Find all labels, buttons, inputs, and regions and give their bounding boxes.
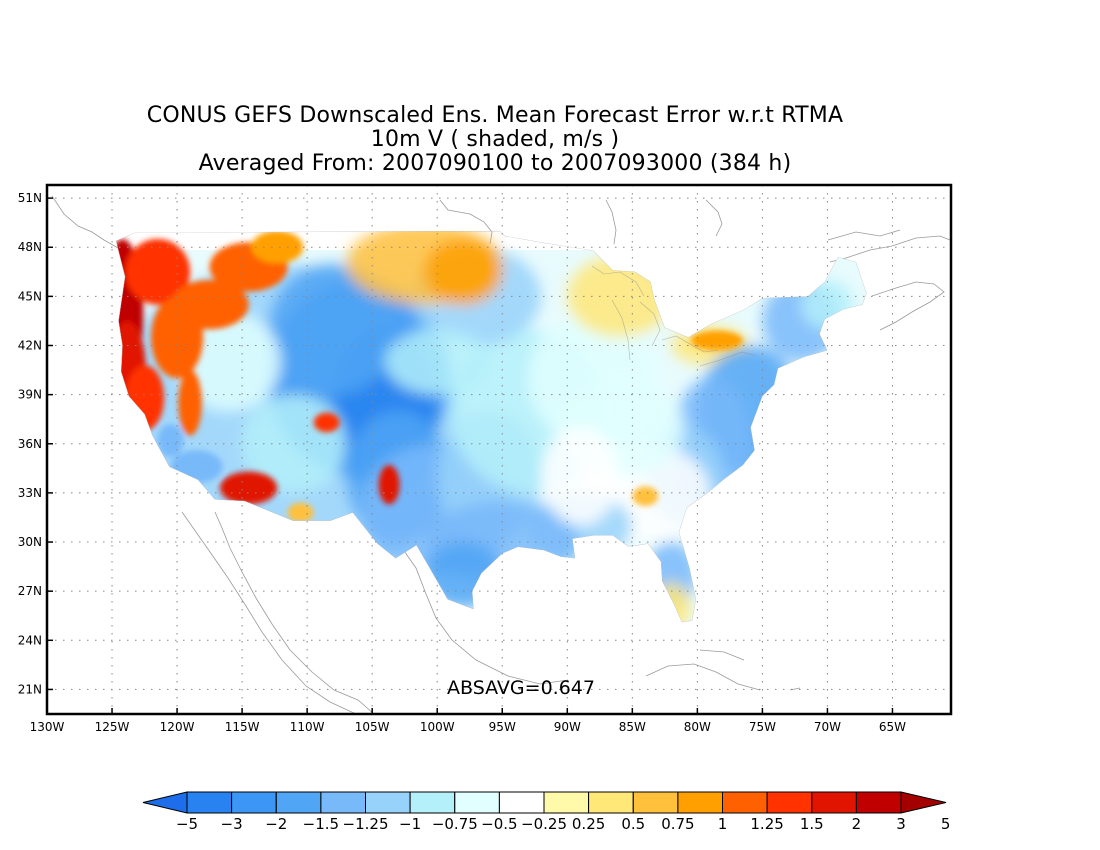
- field-patch: [651, 582, 691, 623]
- colorbar-label: −0.5: [481, 815, 517, 833]
- lon-tick-label: 85W: [619, 720, 646, 734]
- field-patch: [647, 597, 669, 623]
- lon-tick-label: 120W: [160, 720, 195, 734]
- lat-tick-label: 24N: [18, 633, 42, 647]
- colorbar-swatch: [320, 791, 366, 814]
- colorbar-swatch: [766, 791, 813, 814]
- colorbar-label: −1: [399, 815, 421, 833]
- latitude-tick-labels: 51N 48N 45N 42N 39N 36N 33N 30N 27N 24N 21N: [18, 191, 53, 696]
- colorbar-label: −1.25: [343, 815, 389, 833]
- field-patch: [125, 238, 191, 305]
- colorbar-label: 0.75: [661, 815, 694, 833]
- lat-tick-label: 21N: [18, 682, 42, 696]
- colorbar-swatch: [454, 791, 500, 814]
- lat-tick-label: 42N: [18, 339, 42, 353]
- lat-tick-label: 33N: [18, 486, 42, 500]
- colorbar-label: −3: [221, 815, 243, 833]
- lat-tick-label: 36N: [18, 437, 42, 451]
- lat-tick-label: 45N: [18, 289, 42, 303]
- field-patch: [424, 238, 503, 305]
- colorbar-label: 2: [852, 815, 862, 833]
- field-patch: [178, 370, 202, 436]
- colorbar-swatch: [409, 791, 456, 814]
- colorbar-swatch: [811, 791, 857, 814]
- field-patch: [177, 312, 282, 411]
- colorbar-swatch: [365, 791, 411, 814]
- field-patch: [220, 471, 278, 505]
- chart-title-line-3: Averaged From: 2007090100 to 2007093000 …: [198, 151, 792, 176]
- longitude-tick-labels: 130W 125W 120W 115W 110W 105W 100W 95W 90W 85W 80W…: [30, 708, 906, 734]
- coastline-lines: [51, 195, 951, 714]
- field-patch: [690, 330, 743, 351]
- colorbar-label: 1: [718, 815, 728, 833]
- field-patch: [125, 365, 165, 431]
- colorbar-swatch: [543, 791, 590, 814]
- colorbar-label: 0.25: [572, 815, 605, 833]
- field-patch: [313, 412, 340, 433]
- lon-tick-label: 100W: [420, 720, 455, 734]
- lat-tick-label: 51N: [18, 191, 42, 205]
- colorbar-label: −5: [176, 815, 198, 833]
- lon-tick-label: 65W: [879, 720, 906, 734]
- field-patch: [287, 502, 314, 523]
- colorbar-swatch: [722, 791, 768, 814]
- colorbar-right-arrow: [900, 791, 947, 814]
- field-patch: [541, 427, 620, 526]
- lon-tick-label: 130W: [30, 720, 65, 734]
- lon-tick-label: 115W: [225, 720, 260, 734]
- colorbar-labels: −5 −3 −2 −1.5 −1.25 −1 −0.75 −0.5 −0.25 0.25 0.5 0.…: [176, 815, 950, 833]
- field-patch: [170, 450, 223, 484]
- lon-tick-label: 75W: [749, 720, 776, 734]
- lon-tick-label: 110W: [290, 720, 325, 734]
- lon-tick-label: 105W: [355, 720, 390, 734]
- lon-tick-label: 125W: [95, 720, 130, 734]
- colorbar-label: −0.75: [432, 815, 478, 833]
- colorbar-swatch: [588, 791, 634, 814]
- lat-tick-label: 39N: [18, 388, 42, 402]
- field-patch: [632, 486, 659, 507]
- lat-tick-label: 27N: [18, 584, 42, 598]
- colorbar-label: 1.5: [800, 815, 824, 833]
- lat-tick-label: 48N: [18, 240, 42, 254]
- colorbar-label: −0.25: [521, 815, 567, 833]
- forecast-error-field: [115, 230, 867, 623]
- colorbar-swatch: [231, 791, 277, 814]
- chart-title-line-1: CONUS GEFS Downscaled Ens. Mean Forecast…: [146, 103, 844, 128]
- colorbar-swatch: [275, 791, 322, 814]
- lon-tick-label: 95W: [489, 720, 516, 734]
- colorbar-label: −2: [265, 815, 287, 833]
- map-frame: [45, 183, 953, 716]
- colorbar-label: 1.25: [750, 815, 783, 833]
- field-patch: [251, 230, 304, 264]
- colorbar-swatch: [632, 791, 679, 814]
- field-patch: [157, 424, 184, 457]
- colorbar-label: 3: [896, 815, 906, 833]
- field-patch: [268, 263, 399, 395]
- colorbar-swatch: [498, 791, 545, 814]
- lat-tick-label: 30N: [18, 535, 42, 549]
- lat-lon-grid: [47, 185, 951, 714]
- absavg-annotation: ABSAVG=0.647: [447, 677, 595, 699]
- colorbar-left-arrow: [142, 791, 188, 814]
- field-patch: [424, 542, 503, 608]
- colorbar-label: 5: [941, 815, 951, 833]
- colorbar-swatch: [855, 791, 902, 814]
- colorbar-swatch: [677, 791, 724, 814]
- lon-tick-label: 70W: [814, 720, 841, 734]
- field-patch: [378, 465, 400, 505]
- colorbar-swatch: [186, 791, 233, 814]
- colorbar-label: 0.5: [621, 815, 645, 833]
- state-boundaries: [591, 265, 757, 367]
- colorbar: [142, 791, 947, 814]
- chart-title-line-2: 10m V ( shaded, m/s ): [370, 127, 620, 152]
- lon-tick-label: 90W: [554, 720, 581, 734]
- colorbar-label: −1.5: [303, 815, 339, 833]
- lon-tick-label: 80W: [684, 720, 711, 734]
